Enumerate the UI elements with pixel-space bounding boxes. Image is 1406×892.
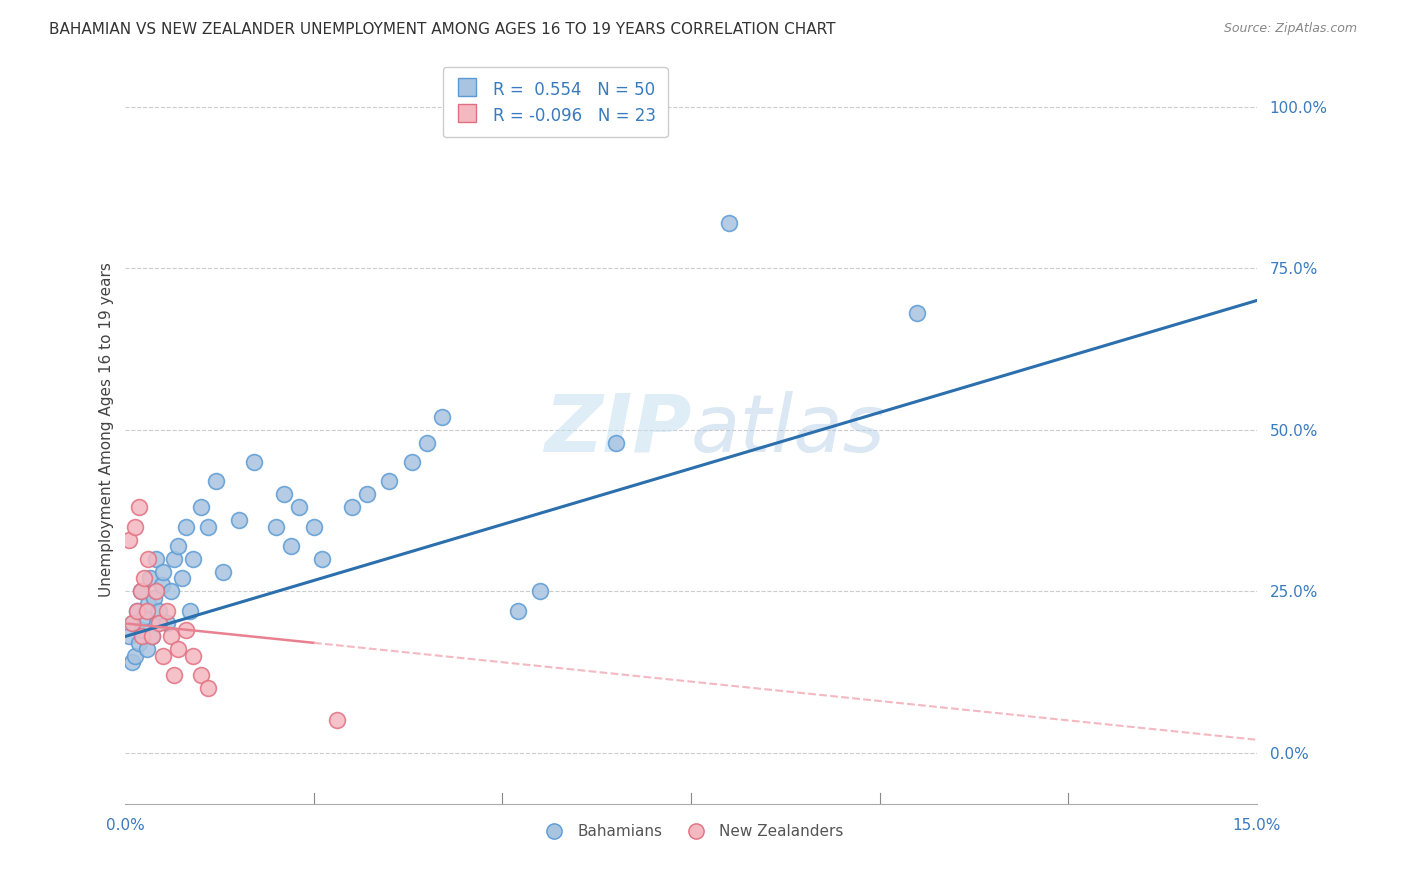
Text: BAHAMIAN VS NEW ZEALANDER UNEMPLOYMENT AMONG AGES 16 TO 19 YEARS CORRELATION CHA: BAHAMIAN VS NEW ZEALANDER UNEMPLOYMENT A… [49, 22, 835, 37]
Text: Source: ZipAtlas.com: Source: ZipAtlas.com [1223, 22, 1357, 36]
Point [197, 681, 219, 695]
Point [125, 603, 148, 617]
Point [416, 435, 439, 450]
Point [152, 648, 174, 663]
Text: atlas: atlas [690, 391, 886, 468]
Point [605, 435, 627, 450]
Point [167, 539, 190, 553]
Point [163, 668, 186, 682]
Point [190, 668, 212, 682]
Point [129, 584, 152, 599]
Point [529, 584, 551, 599]
Point [152, 565, 174, 579]
Point [190, 500, 212, 515]
Point [273, 487, 295, 501]
Point [141, 629, 163, 643]
Point [124, 519, 146, 533]
Point [134, 571, 156, 585]
Point [136, 552, 159, 566]
Point [280, 539, 302, 553]
Point [124, 648, 146, 663]
Point [156, 603, 179, 617]
Point [150, 578, 173, 592]
Point [138, 571, 160, 585]
Point [905, 306, 928, 320]
Point [266, 519, 288, 533]
Point [197, 519, 219, 533]
Point [183, 648, 205, 663]
Point [288, 500, 311, 515]
Point [148, 616, 170, 631]
Point [131, 629, 153, 643]
Point [145, 552, 167, 566]
Point [136, 597, 159, 611]
Point [121, 655, 143, 669]
Text: ZIP: ZIP [544, 391, 690, 468]
Point [717, 216, 740, 230]
Point [128, 500, 150, 515]
Point [325, 714, 347, 728]
Point [159, 584, 181, 599]
Point [129, 584, 152, 599]
Point [430, 409, 453, 424]
Point [378, 475, 401, 489]
Point [311, 552, 333, 566]
Point [135, 642, 157, 657]
Point [167, 642, 190, 657]
Point [163, 552, 186, 566]
Point [118, 629, 141, 643]
Point [141, 629, 163, 643]
Point [401, 455, 423, 469]
Point [356, 487, 378, 501]
Point [205, 475, 228, 489]
Point [340, 500, 363, 515]
Point [128, 636, 150, 650]
Point [148, 603, 170, 617]
Point [135, 603, 157, 617]
Point [228, 513, 250, 527]
Point [121, 616, 143, 631]
Point [302, 519, 325, 533]
Point [170, 571, 193, 585]
Point [174, 519, 197, 533]
Point [131, 623, 153, 637]
Point [159, 629, 181, 643]
Point [118, 533, 141, 547]
Point [174, 623, 197, 637]
Point [143, 591, 166, 605]
Point [242, 455, 264, 469]
Point [125, 603, 148, 617]
Y-axis label: Unemployment Among Ages 16 to 19 years: Unemployment Among Ages 16 to 19 years [100, 262, 114, 597]
Point [156, 616, 179, 631]
Point [145, 584, 167, 599]
Point [506, 603, 529, 617]
Point [122, 616, 145, 631]
Point [212, 565, 235, 579]
Point [146, 616, 169, 631]
Legend: Bahamians, New Zealanders: Bahamians, New Zealanders [533, 818, 849, 846]
Point [179, 603, 201, 617]
Point [134, 610, 156, 624]
Point [183, 552, 205, 566]
